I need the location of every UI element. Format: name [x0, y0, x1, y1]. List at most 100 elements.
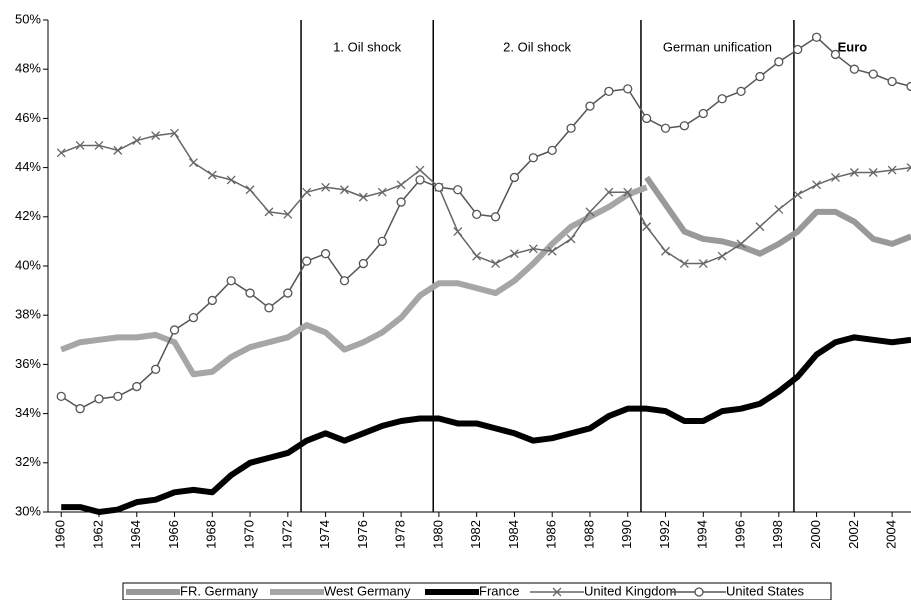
marker — [396, 180, 406, 190]
legend: FR. Germany West Germany France United King… — [122, 582, 832, 600]
x-tick-label: 1974 — [317, 520, 332, 549]
legend-label: France — [479, 583, 519, 598]
x-tick-label: 2004 — [884, 520, 899, 549]
marker — [472, 209, 482, 219]
y-tick-label: 42% — [15, 208, 41, 223]
marker — [831, 172, 840, 182]
event-label: German unification — [663, 39, 772, 54]
marker — [717, 251, 727, 261]
x-tick-label: 1968 — [204, 520, 219, 549]
marker — [396, 197, 406, 207]
marker — [793, 44, 803, 55]
marker — [793, 190, 803, 200]
marker — [698, 108, 708, 119]
marker — [641, 113, 652, 124]
x-tick-label: 2000 — [808, 520, 823, 549]
x-tick-label: 1966 — [166, 520, 181, 549]
series-line — [644, 175, 911, 257]
marker — [339, 276, 350, 286]
marker — [56, 148, 66, 158]
marker — [113, 145, 123, 155]
legend-label: West Germany — [324, 583, 411, 598]
marker — [94, 141, 104, 150]
y-tick-label: 36% — [15, 356, 41, 371]
x-tick-label: 1992 — [657, 520, 672, 549]
marker — [264, 303, 274, 313]
marker — [472, 251, 482, 261]
x-tick-label: 1986 — [544, 520, 559, 549]
y-tick-label: 40% — [15, 257, 41, 272]
y-tick-label: 30% — [15, 503, 41, 518]
marker — [755, 71, 765, 82]
marker — [736, 239, 746, 249]
series-line — [60, 36, 911, 410]
marker — [642, 222, 652, 232]
marker — [812, 180, 822, 190]
marker — [169, 325, 180, 335]
marker — [358, 192, 368, 202]
marker — [491, 259, 501, 268]
marker — [94, 394, 104, 404]
marker — [566, 234, 576, 244]
series-line — [60, 184, 648, 378]
marker — [509, 172, 520, 183]
marker — [547, 145, 557, 156]
marker — [245, 288, 255, 298]
marker — [509, 249, 519, 259]
marker — [679, 121, 690, 131]
marker — [320, 249, 331, 259]
marker — [585, 207, 595, 217]
marker — [604, 86, 614, 96]
marker — [868, 69, 878, 79]
marker — [415, 165, 425, 175]
x-tick-label: 1996 — [732, 520, 747, 549]
legend-marker — [694, 587, 704, 597]
x-tick-label: 1970 — [241, 520, 256, 549]
marker — [340, 185, 349, 195]
marker — [415, 175, 425, 185]
marker — [434, 182, 444, 192]
marker — [226, 276, 236, 286]
marker — [490, 212, 501, 222]
marker — [906, 81, 911, 92]
marker — [188, 313, 199, 323]
marker — [849, 168, 859, 177]
marker — [868, 168, 878, 177]
marker — [830, 49, 841, 60]
event-label: 1. Oil shock — [333, 39, 401, 54]
marker — [755, 222, 765, 232]
marker — [207, 295, 217, 306]
event-label: Euro — [838, 39, 868, 54]
legend-label: United Kingdom — [584, 583, 677, 598]
x-tick-label: 1962 — [90, 520, 105, 549]
marker — [623, 187, 633, 197]
marker — [150, 364, 161, 374]
x-tick-label: 1964 — [128, 520, 143, 549]
y-tick-label: 48% — [15, 61, 41, 76]
marker — [151, 131, 161, 141]
marker — [358, 258, 369, 269]
marker — [528, 244, 538, 254]
marker — [811, 32, 822, 42]
marker — [56, 391, 66, 402]
marker — [604, 187, 614, 197]
marker — [207, 170, 217, 180]
marker — [302, 187, 312, 197]
x-tick-label: 1960 — [53, 520, 68, 549]
marker — [75, 141, 85, 150]
x-tick-label: 2002 — [846, 520, 861, 549]
marker — [245, 185, 255, 195]
marker — [736, 86, 746, 96]
x-tick-label: 1998 — [770, 520, 785, 549]
x-tick-label: 1980 — [430, 520, 445, 549]
x-tick-label: 1988 — [581, 520, 596, 549]
marker — [75, 404, 85, 414]
marker — [698, 259, 708, 268]
y-tick-label: 34% — [15, 405, 41, 420]
event-label: 2. Oil shock — [503, 39, 571, 54]
marker — [132, 136, 142, 145]
marker — [679, 259, 689, 268]
x-tick-label: 1990 — [619, 520, 634, 549]
marker — [453, 185, 463, 195]
